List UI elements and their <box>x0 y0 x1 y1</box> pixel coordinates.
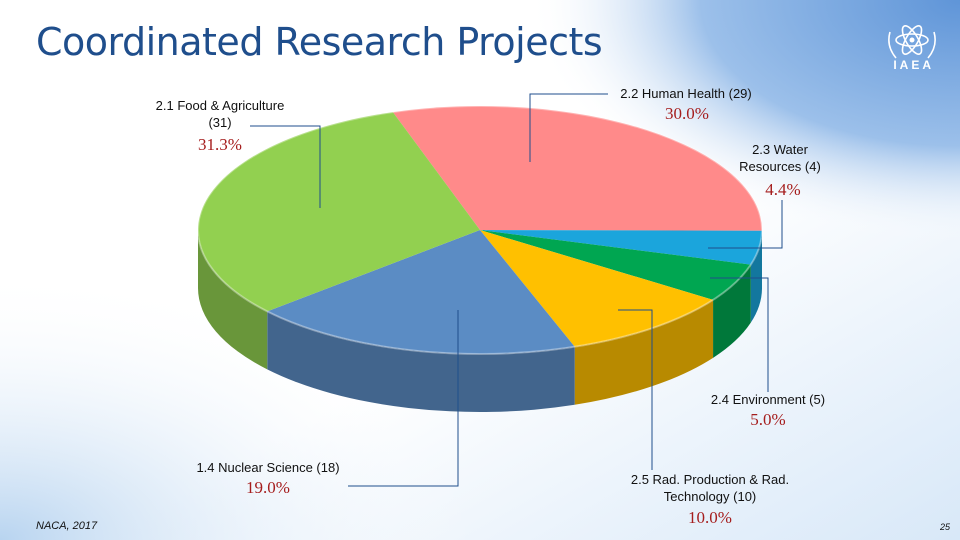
label-environment: 2.4 Environment (5) <box>710 392 826 407</box>
pct-rad-production: 10.0% <box>688 508 732 527</box>
pie-slice-environment <box>480 230 751 300</box>
pie-slice-human-health <box>392 106 762 231</box>
leader-line-water-resources <box>708 200 783 249</box>
pct-human-health: 30.0% <box>665 104 709 123</box>
label-food-agriculture: 2.1 Food & Agriculture (31) <box>130 97 310 131</box>
leader-line-rad-production <box>618 309 653 470</box>
leader-line-nuclear-science <box>348 310 459 487</box>
iaea-atom-logo-icon <box>888 25 936 59</box>
label-water-resources: 2.3 Water Resources (4) <box>720 141 840 175</box>
footer-text: NACA, 2017 <box>36 520 98 532</box>
pie-slice-food-agriculture <box>198 112 480 312</box>
page-title: Coordinated Research Projects <box>36 20 603 64</box>
pie-side-water-resources <box>750 230 762 323</box>
label-rad-line1: 2.5 Rad. Production & Rad. <box>630 472 790 487</box>
pct-water-resources: 4.4% <box>765 180 801 199</box>
label-rad-line2: Technology (10) <box>663 489 757 504</box>
pie-side-nuclear-science <box>267 311 575 412</box>
leader-line-environment <box>710 277 769 392</box>
pie-side-rad-production <box>574 299 714 405</box>
pie-rim-highlight <box>197 105 763 355</box>
leader-line-food-agriculture <box>250 125 321 208</box>
pct-environment: 5.0% <box>750 410 786 429</box>
pie-top <box>198 106 762 354</box>
leader-line-human-health <box>529 93 608 162</box>
page-number: 25 <box>939 522 950 532</box>
pct-nuclear-science: 19.0% <box>246 478 290 497</box>
pct-food-agriculture: 31.3% <box>198 135 242 154</box>
iaea-logo-text: IAEA <box>893 58 934 72</box>
label-human-health: 2.2 Human Health (29) <box>620 86 752 101</box>
label-water-line2: Resources (4) <box>739 159 821 174</box>
label-food-line1: 2.1 Food & Agriculture <box>155 98 285 113</box>
pie-side-environment <box>713 264 751 358</box>
label-rad-production: 2.5 Rad. Production & Rad. Technology (1… <box>600 471 820 505</box>
pie-slice-water-resources <box>480 230 762 265</box>
pie-side-walls <box>198 230 762 412</box>
label-food-line2: (31) <box>208 115 232 130</box>
pie-slice-nuclear-science <box>267 230 575 354</box>
label-nuclear-science: 1.4 Nuclear Science (18) <box>196 460 340 475</box>
pie-slice-rad-production <box>480 230 714 347</box>
label-water-line1: 2.3 Water <box>752 142 808 157</box>
pie-side-food-agriculture <box>198 230 268 370</box>
